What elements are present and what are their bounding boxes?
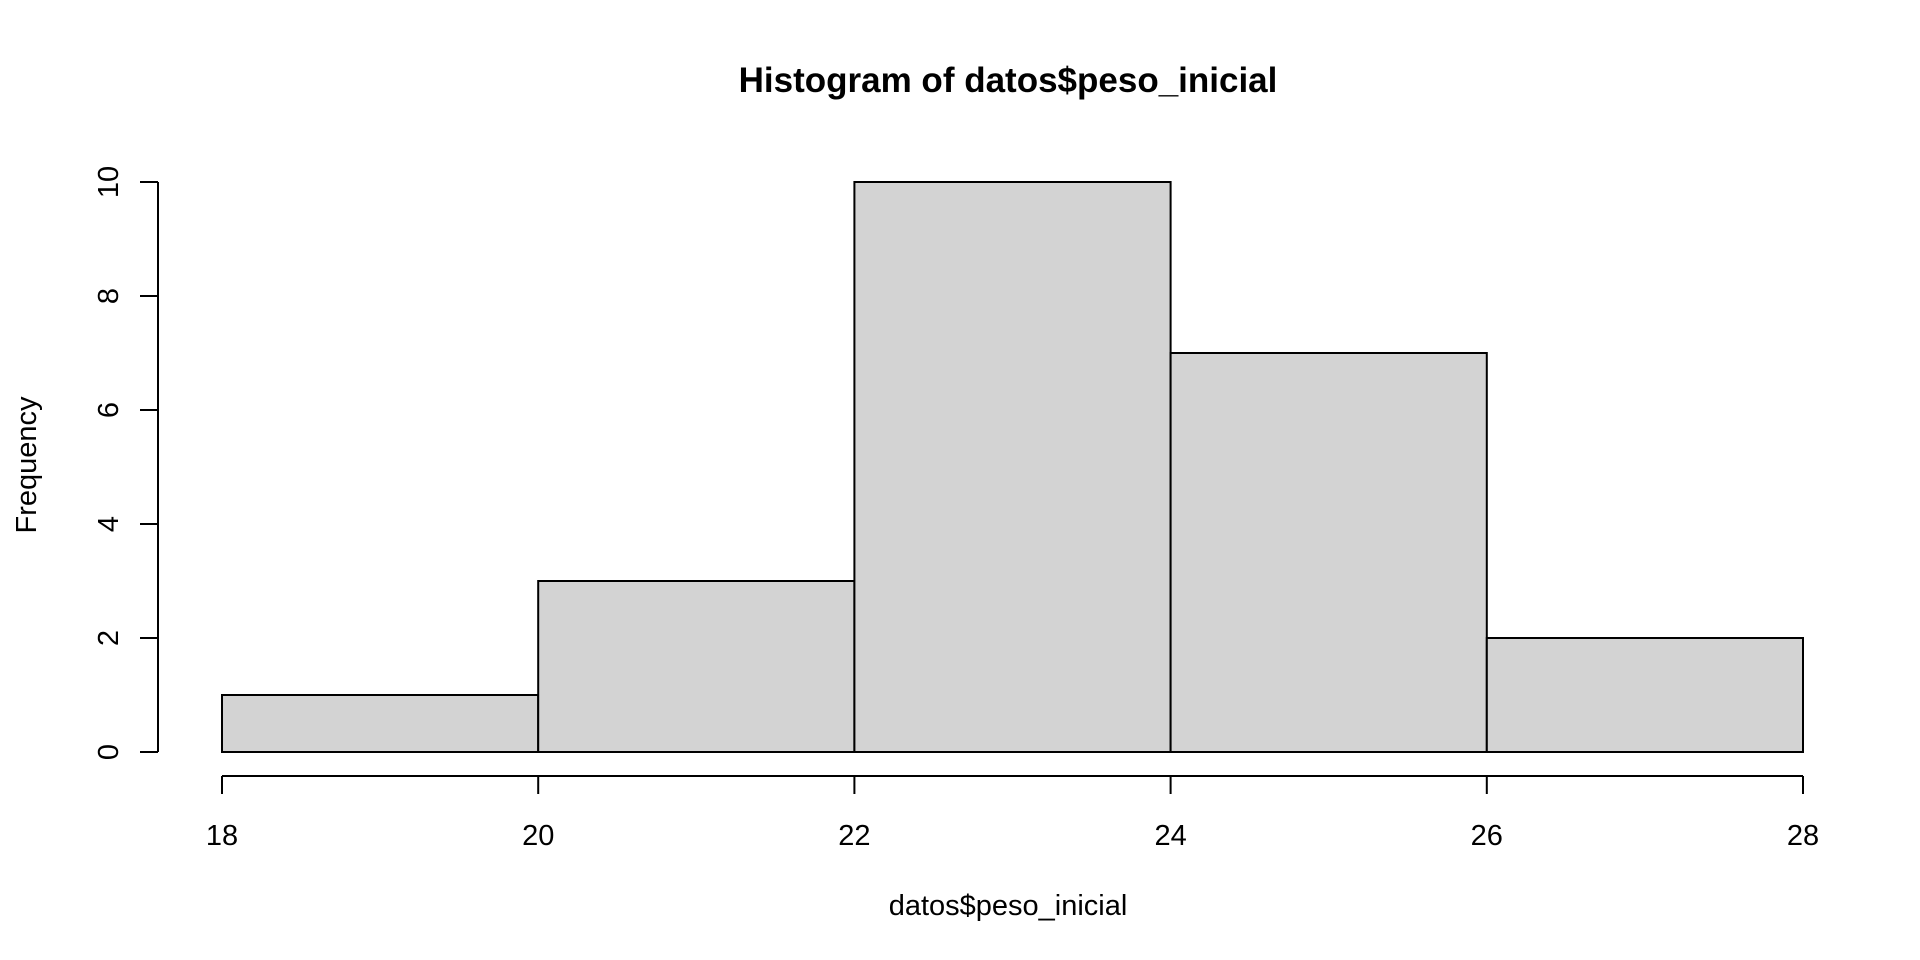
y-axis: 0 2 4 6 8 10: [93, 166, 159, 760]
x-tick-label-4: 26: [1471, 820, 1503, 852]
x-axis-label: datos$peso_inicial: [889, 890, 1128, 922]
y-tick-label-3: 6: [93, 402, 125, 418]
histogram-bar-1: [537, 580, 856, 753]
x-tick-label-1: 20: [522, 820, 554, 852]
bars-group: [221, 181, 1805, 753]
histogram-bar-0: [221, 694, 540, 753]
x-tick-label-2: 22: [838, 820, 870, 852]
y-tick-label-0: 0: [93, 744, 125, 760]
y-tick-label-2: 4: [93, 516, 125, 532]
x-tick-label-0: 18: [206, 820, 238, 852]
y-tick-label-4: 8: [93, 288, 125, 304]
chart-title: Histogram of datos$peso_inicial: [739, 61, 1278, 100]
y-tick-label-5: 10: [93, 166, 125, 198]
y-tick-label-1: 2: [93, 630, 125, 646]
histogram-bar-4: [1485, 637, 1805, 753]
x-tick-label-5: 28: [1787, 820, 1819, 852]
y-axis-label: Frequency: [11, 396, 43, 534]
x-tick-label-3: 24: [1154, 820, 1186, 852]
x-axis: 18 20 22 24 26 28: [206, 775, 1819, 852]
histogram-bar-3: [1169, 352, 1488, 753]
histogram-bar-2: [853, 181, 1172, 753]
